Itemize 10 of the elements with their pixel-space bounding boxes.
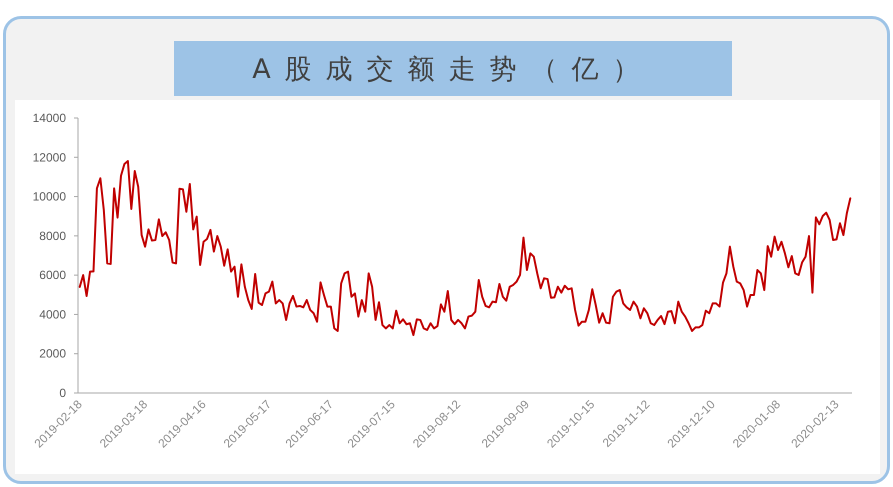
y-tick-label: 10000 [32, 190, 66, 204]
y-tick-label: 0 [59, 386, 66, 400]
chart-title: A股成交额走势（亿） [252, 52, 654, 86]
y-tick-label: 4000 [39, 307, 66, 322]
y-tick-label: 14000 [32, 111, 66, 125]
y-tick-label: 8000 [39, 228, 66, 243]
line-series [78, 160, 852, 336]
y-tick-label: 2000 [39, 346, 66, 361]
y-tick-label: 6000 [39, 268, 66, 282]
y-tick-label: 12000 [32, 150, 66, 164]
